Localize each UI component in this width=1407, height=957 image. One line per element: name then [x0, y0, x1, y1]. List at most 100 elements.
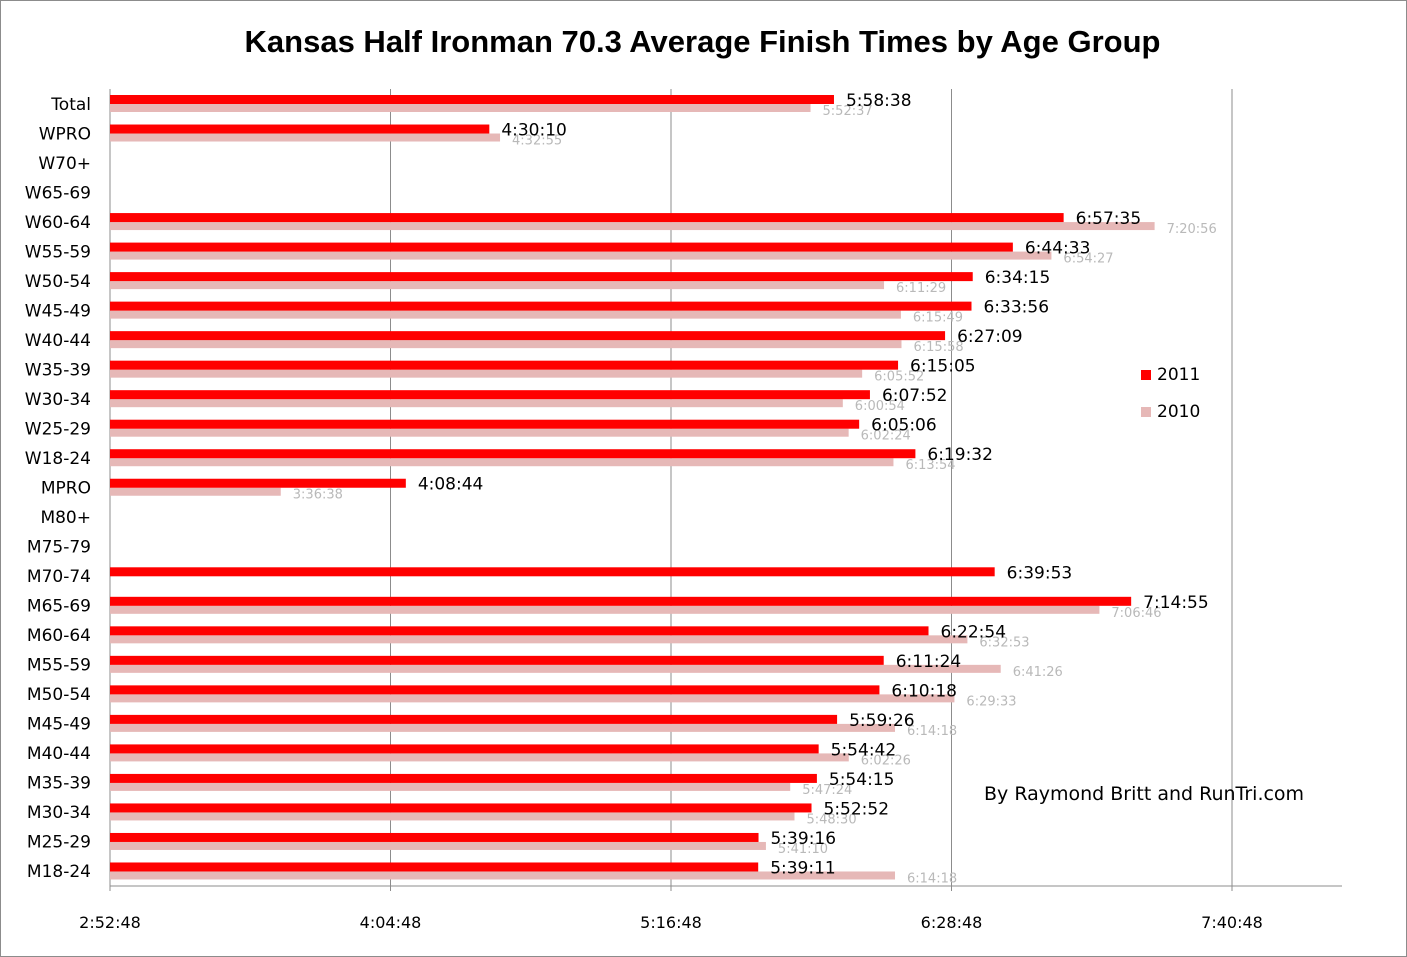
bar-2010-10: [110, 399, 843, 408]
data-label-2010-8: 6:15:58: [914, 340, 964, 355]
bar-2011-20: [110, 685, 880, 695]
category-label-21: M45-49: [27, 715, 91, 735]
bar-2010-24: [110, 812, 795, 821]
data-label-2011-26: 5:39:11: [770, 858, 836, 878]
category-label-24: M30-34: [27, 803, 91, 823]
data-label-2010-10: 6:00:54: [855, 399, 905, 414]
data-label-2011-10: 6:07:52: [882, 386, 948, 406]
data-label-2010-11: 6:02:24: [861, 429, 911, 444]
bar-2011-6: [110, 272, 973, 282]
bar-2010-8: [110, 340, 902, 349]
x-tick-label-1: 4:04:48: [360, 913, 422, 932]
data-label-2011-16: 6:39:53: [1007, 563, 1073, 583]
bar-2011-21: [110, 714, 838, 724]
category-label-22: M40-44: [27, 744, 91, 764]
bar-2010-22: [110, 753, 849, 762]
category-label-10: W30-34: [25, 390, 91, 410]
data-label-2011-24: 5:52:52: [824, 799, 890, 819]
chart-title: Kansas Half Ironman 70.3 Average Finish …: [244, 24, 1161, 59]
category-label-8: W40-44: [25, 331, 91, 351]
category-label-0: Total: [50, 95, 91, 115]
legend-item-2010: 2010: [1141, 393, 1200, 430]
data-label-2010-9: 6:05:52: [874, 370, 924, 385]
category-label-7: W45-49: [25, 301, 91, 321]
data-label-2011-18: 6:22:54: [941, 622, 1007, 642]
bar-2011-24: [110, 803, 812, 813]
data-label-2011-12: 6:19:32: [927, 445, 993, 465]
category-label-19: M55-59: [27, 656, 91, 676]
bar-2010-26: [110, 871, 896, 880]
data-label-2010-7: 6:15:49: [913, 311, 963, 326]
bar-2011-22: [110, 744, 819, 754]
bar-2011-0: [110, 95, 834, 104]
data-label-2011-13: 4:08:44: [418, 475, 484, 495]
category-label-9: W35-39: [25, 360, 91, 380]
data-label-2010-22: 6:02:26: [861, 753, 911, 768]
data-label-2010-21: 6:14:18: [907, 724, 957, 739]
bar-2011-1: [110, 124, 490, 134]
bar-2010-23: [110, 782, 791, 791]
data-label-2011-11: 6:05:06: [871, 416, 937, 436]
data-label-2010-1: 4:32:55: [512, 134, 562, 149]
bar-2011-7: [110, 301, 972, 311]
data-label-2010-4: 7:20:56: [1167, 222, 1217, 237]
bar-2011-26: [110, 862, 759, 872]
data-label-2011-25: 5:39:16: [771, 829, 837, 849]
category-label-17: M65-69: [27, 597, 91, 617]
data-label-2010-26: 6:14:18: [907, 871, 957, 886]
bar-2010-9: [110, 369, 863, 378]
bar-2011-18: [110, 626, 929, 636]
category-label-5: W55-59: [25, 242, 91, 262]
bar-2010-5: [110, 251, 1052, 260]
data-label-2011-7: 6:33:56: [983, 298, 1049, 318]
data-label-2010-25: 5:41:10: [778, 842, 828, 857]
bar-2011-13: [110, 478, 406, 488]
bar-2011-23: [110, 773, 817, 783]
bar-2010-0: [110, 104, 811, 112]
category-label-1: WPRO: [39, 124, 91, 144]
data-label-2010-6: 6:11:29: [896, 281, 946, 296]
bar-2010-25: [110, 841, 766, 850]
category-label-13: MPRO: [41, 479, 91, 499]
bar-2011-4: [110, 213, 1064, 223]
category-label-3: W65-69: [25, 183, 91, 203]
data-label-2011-5: 6:44:33: [1025, 239, 1091, 259]
bar-2011-5: [110, 242, 1013, 252]
category-label-23: M35-39: [27, 774, 91, 794]
category-label-25: M25-29: [27, 833, 91, 853]
bar-2011-17: [110, 596, 1132, 606]
data-label-2010-5: 6:54:27: [1063, 252, 1113, 267]
data-label-2011-9: 6:15:05: [910, 357, 976, 377]
data-label-2010-17: 7:06:46: [1111, 606, 1161, 621]
category-label-26: M18-24: [27, 862, 91, 882]
data-label-2010-24: 5:48:30: [806, 812, 856, 827]
category-label-20: M50-54: [27, 685, 91, 705]
data-label-2011-1: 4:30:10: [501, 121, 567, 141]
category-label-14: M80+: [40, 508, 91, 528]
bar-2010-4: [110, 222, 1155, 231]
bar-2010-12: [110, 458, 894, 467]
data-label-2010-20: 6:29:33: [966, 694, 1016, 709]
data-label-2010-19: 6:41:26: [1013, 665, 1063, 680]
data-label-2010-12: 6:13:54: [905, 458, 955, 473]
legend: 2011 2010: [1141, 356, 1200, 430]
x-tick-label-4: 7:40:48: [1201, 913, 1263, 932]
bar-2011-8: [110, 331, 946, 341]
category-label-12: W18-24: [25, 449, 91, 469]
data-label-2011-6: 6:34:15: [985, 268, 1051, 288]
data-label-2011-17: 7:14:55: [1143, 593, 1209, 613]
data-label-2011-20: 6:10:18: [891, 681, 957, 701]
legend-label-2010: 2010: [1157, 401, 1201, 422]
data-label-2010-13: 3:36:38: [293, 488, 343, 503]
data-label-2011-4: 6:57:35: [1076, 209, 1142, 229]
data-label-2010-18: 6:32:53: [979, 635, 1029, 650]
legend-swatch-2011: [1141, 369, 1151, 380]
legend-item-2011: 2011: [1141, 356, 1200, 393]
category-label-6: W50-54: [25, 272, 91, 292]
category-label-11: W25-29: [25, 419, 91, 439]
bar-2011-10: [110, 390, 870, 400]
bar-2010-17: [110, 605, 1100, 614]
category-label-16: M70-74: [27, 567, 91, 587]
bar-2010-18: [110, 635, 968, 644]
